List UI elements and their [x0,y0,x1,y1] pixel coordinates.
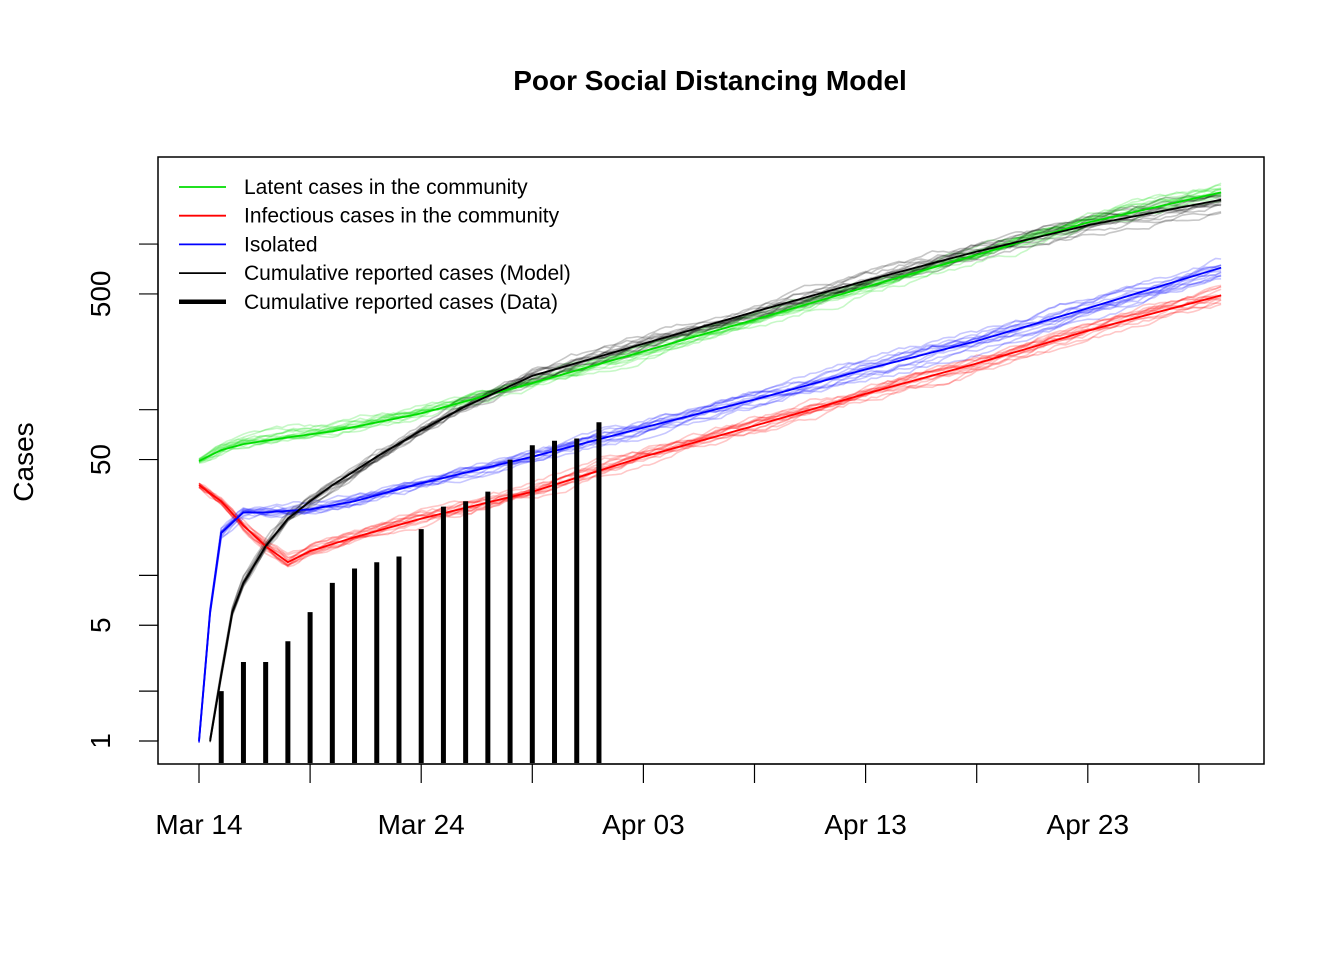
simulation-line [198,278,1222,739]
y-axis: 1 5 50 500 [85,243,159,749]
x-axis: Mar 14 Mar 24 Apr 03 Apr 13 Apr 23 [155,763,1200,840]
simulation-line [198,193,1222,461]
simulation-line [198,193,1222,460]
simulation-line [198,257,1222,739]
simulation-line [198,194,1222,460]
simulation-line [198,184,1222,463]
simulation-line [198,285,1222,568]
series-line [198,266,1222,742]
y-tick-label: 1 [85,733,116,749]
simulation-line [209,212,1222,740]
simulation-line [198,200,1222,463]
series-line [198,294,1222,564]
x-tick-label: Mar 14 [155,809,242,840]
simulation-line [209,197,1222,743]
y-tick-label: 5 [85,617,116,633]
simulation-line [198,296,1222,562]
simulation-line [198,299,1222,556]
series-line [209,198,1222,742]
y-tick-label: 50 [85,444,116,475]
simulation-line [198,192,1222,461]
simulation-line [198,264,1222,743]
chart-title: Poor Social Distancing Model [513,65,907,96]
legend-label: Isolated [244,233,318,256]
simulation-line [209,204,1222,740]
simulation-line [198,189,1222,462]
simulation-line [209,200,1222,740]
legend-label: Infectious cases in the community [244,205,560,228]
simulation-line [209,211,1222,743]
simulation-line [198,294,1222,567]
simulation-line [198,264,1222,742]
simulation-line [198,294,1222,568]
legend-label: Latent cases in the community [244,176,528,199]
series-line [198,191,1222,462]
simulation-line [209,203,1222,743]
y-axis-label: Cases [8,422,39,501]
x-tick-label: Apr 03 [602,809,685,840]
x-tick-label: Apr 23 [1047,809,1130,840]
legend: Latent cases in the community Infectious … [179,176,571,314]
simulation-line [198,266,1222,743]
x-tick-label: Apr 13 [824,809,907,840]
simulation-line [198,189,1222,461]
y-tick-label: 500 [85,271,116,318]
x-tick-label: Mar 24 [378,809,465,840]
legend-label: Cumulative reported cases (Model) [244,262,571,285]
plot-frame [157,156,1265,765]
simulation-line [209,194,1222,741]
simulation-line [198,266,1222,741]
legend-label: Cumulative reported cases (Data) [244,291,558,314]
simulation-line [198,294,1222,559]
simulation-line [198,275,1222,740]
simulation-line [198,182,1222,464]
simulation-line [198,275,1222,739]
simulation-line [198,271,1222,743]
simulation-line [198,288,1222,559]
simulation-line [198,273,1222,742]
plot-area [198,182,1222,763]
